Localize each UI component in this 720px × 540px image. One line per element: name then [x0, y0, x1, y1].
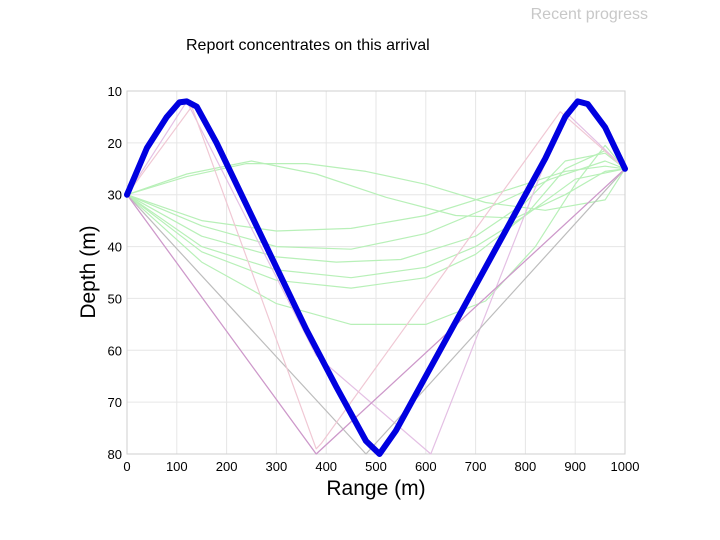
ray-path-8: [126, 144, 626, 325]
tick-layer: 0 100 200 300 400 500 600 700 800 900 1000 10 20 30 40…: [108, 84, 640, 474]
x-tick-label: 100: [166, 459, 188, 474]
ray-path-6: [126, 168, 626, 279]
y-tick-label: 50: [108, 291, 122, 306]
highlighted-arrival-ray: [124, 98, 628, 457]
y-tick-label: 70: [108, 395, 122, 410]
x-tick-label: 700: [465, 459, 487, 474]
ray-path-2: [126, 160, 626, 219]
x-tick-label: 600: [415, 459, 437, 474]
ray-path-9: [126, 100, 626, 455]
x-tick-label: 800: [515, 459, 537, 474]
ray-path-3: [126, 165, 626, 232]
x-tick-label: 900: [564, 459, 586, 474]
y-tick-label: 60: [108, 343, 122, 358]
x-axis-title: Range (m): [326, 477, 425, 500]
ray-path-7: [126, 150, 626, 289]
y-axis-title: Depth (m): [77, 225, 100, 318]
x-tick-label: 400: [315, 459, 337, 474]
x-tick-label: 500: [365, 459, 387, 474]
y-tick-label: 30: [108, 188, 122, 203]
ray-path-12: [126, 168, 626, 455]
x-tick-label: 200: [216, 459, 238, 474]
y-tick-label: 40: [108, 240, 122, 255]
series-layer: [124, 98, 628, 457]
x-tick-label: 0: [123, 459, 130, 474]
y-tick-label: 80: [108, 447, 122, 462]
ray-path-13: [126, 105, 626, 450]
y-tick-label: 10: [108, 84, 122, 99]
arrival-annotation: Report concentrates on this arrival: [186, 37, 430, 54]
x-tick-label: 300: [266, 459, 288, 474]
ray-path-1: [126, 163, 626, 211]
y-tick-label: 20: [108, 136, 122, 151]
ray-path-5: [126, 152, 626, 263]
ray-path-10: [126, 168, 626, 455]
slide-header-title: Recent progress: [530, 6, 648, 23]
ray-path-4: [126, 160, 626, 250]
x-tick-label: 1000: [611, 459, 640, 474]
